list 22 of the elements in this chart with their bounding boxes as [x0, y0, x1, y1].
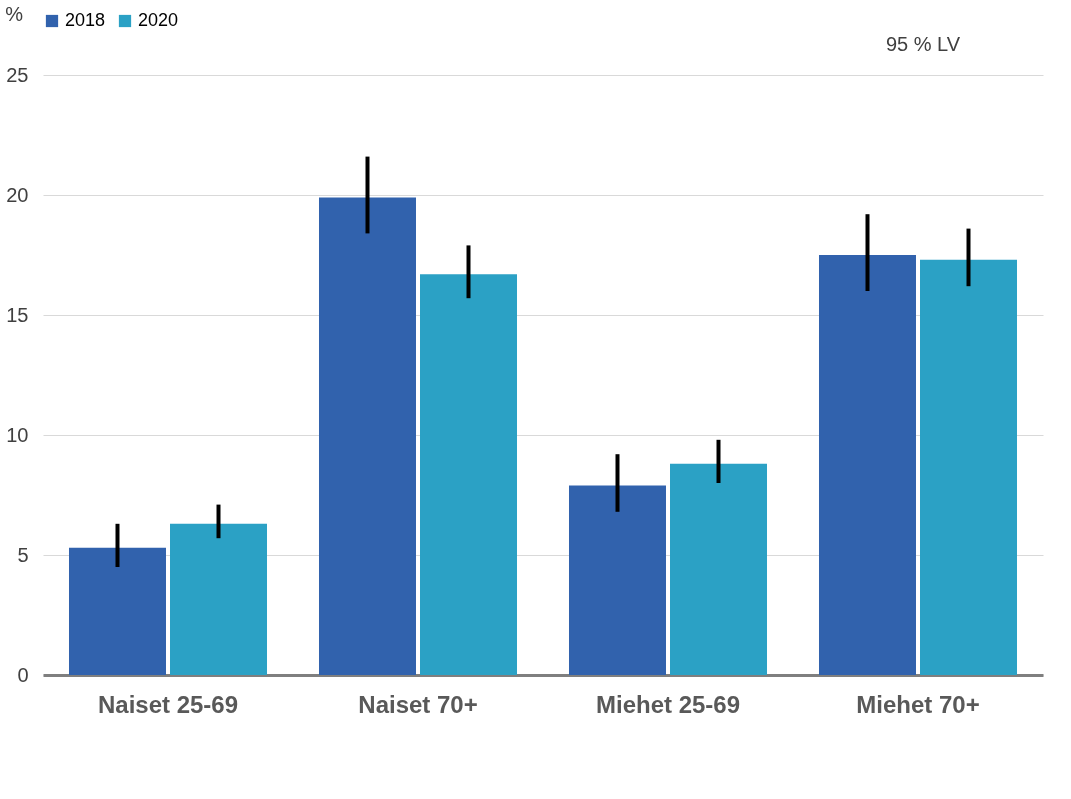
y-tick-label: 0	[17, 663, 29, 686]
bar	[420, 274, 518, 675]
bar	[920, 259, 1018, 675]
legend-label: 2018	[65, 10, 106, 30]
bar	[818, 255, 916, 675]
bar	[68, 547, 166, 675]
text: 95 % LV	[885, 33, 961, 55]
y-tick-label: 15	[6, 303, 29, 326]
bar	[170, 523, 268, 675]
bar	[568, 485, 666, 675]
x-tick-label: Miehet 25-69	[595, 690, 741, 718]
y-tick-label: 5	[17, 543, 29, 566]
y-tick-label: 10	[6, 423, 29, 446]
legend-label: 2020	[138, 10, 179, 30]
x-tick-label: Miehet 70+	[856, 690, 980, 718]
x-tick-label: Naiset 25-69	[97, 690, 239, 718]
bar	[670, 463, 768, 675]
y-tick-label: 25	[6, 63, 29, 86]
bar	[318, 197, 416, 675]
x-tick-label: Naiset 70+	[358, 690, 478, 718]
y-axis-title: %	[5, 3, 24, 25]
y-tick-label: 20	[6, 183, 29, 206]
